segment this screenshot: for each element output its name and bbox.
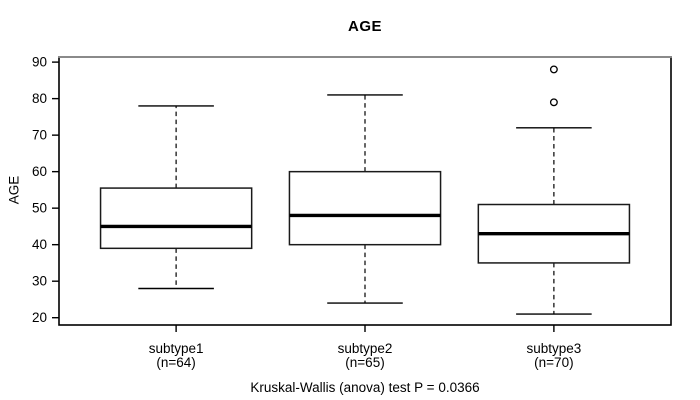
chart-title: AGE <box>347 18 382 35</box>
y-tick-label: 20 <box>32 310 47 325</box>
y-tick-label: 60 <box>32 164 47 179</box>
y-tick-label: 30 <box>32 274 47 289</box>
group-sublabel-subtype1: (n=64) <box>156 355 195 370</box>
box-subtype1 <box>99 187 253 250</box>
outlier-subtype3 <box>549 98 558 107</box>
group-label-subtype3: subtype3 <box>526 341 581 356</box>
y-tick-label: 40 <box>32 237 47 252</box>
box-subtype2 <box>288 170 442 246</box>
outlier-subtype3 <box>549 65 558 74</box>
caption: Kruskal-Wallis (anova) test P = 0.0366 <box>250 380 480 395</box>
y-tick-label: 90 <box>32 55 47 70</box>
group-label-subtype2: subtype2 <box>338 341 393 356</box>
group-sublabel-subtype3: (n=70) <box>534 355 573 370</box>
group-label-subtype1: subtype1 <box>149 341 204 356</box>
y-tick-label: 80 <box>32 91 47 106</box>
y-tick-label: 50 <box>32 201 47 216</box>
group-sublabel-subtype2: (n=65) <box>345 355 384 370</box>
y-tick-label: 70 <box>32 128 47 143</box>
